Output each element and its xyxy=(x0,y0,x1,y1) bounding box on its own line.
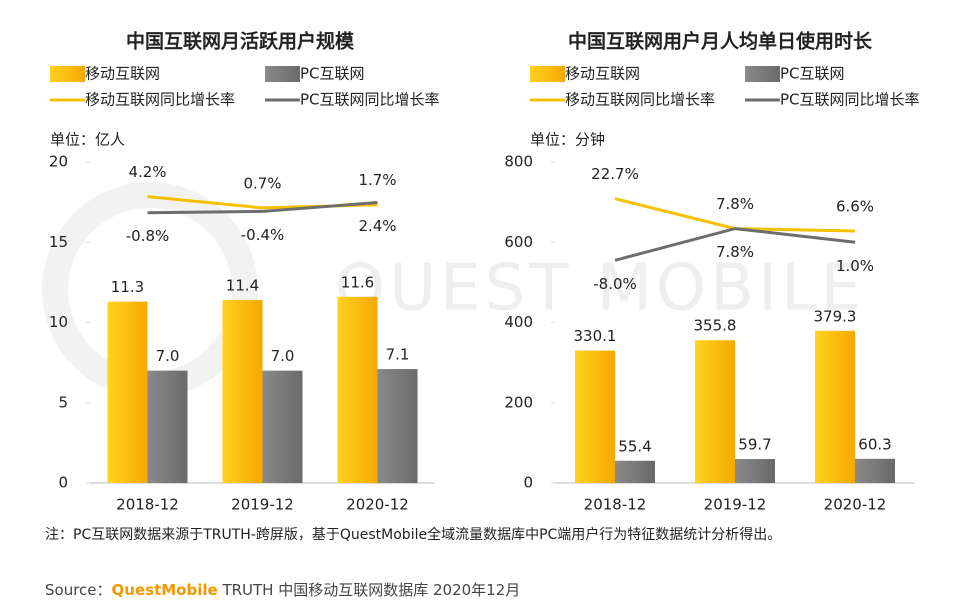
data-label: 330.1 xyxy=(574,327,617,345)
source-brand: QuestMobile xyxy=(112,581,218,599)
legend-label: 移动互联网 xyxy=(85,65,160,83)
bar xyxy=(855,458,895,483)
data-label: -8.0% xyxy=(593,275,637,293)
legend-label: 移动互联网同比增长率 xyxy=(565,91,715,109)
chart-title: 中国互联网月活跃用户规模 xyxy=(126,30,355,53)
legend-label: PC互联网 xyxy=(780,65,845,83)
data-label: 1.7% xyxy=(358,171,396,189)
x-tick-label: 2019-12 xyxy=(704,496,767,514)
legend-swatch xyxy=(265,66,300,82)
bar xyxy=(262,370,303,483)
data-label: 7.0 xyxy=(156,347,180,365)
y-tick-label: 0 xyxy=(523,474,533,492)
data-label: 6.6% xyxy=(836,198,874,216)
data-label: 355.8 xyxy=(694,317,737,335)
data-label: 7.1 xyxy=(386,346,410,364)
bar xyxy=(337,296,378,483)
bar xyxy=(735,459,775,483)
y-tick-label: 800 xyxy=(504,153,533,171)
bar xyxy=(222,300,263,483)
y-tick-label: 5 xyxy=(58,393,68,411)
y-tick-label: 15 xyxy=(49,233,68,251)
data-label: 22.7% xyxy=(591,165,639,183)
data-label: 7.8% xyxy=(716,243,754,261)
x-tick-label: 2019-12 xyxy=(231,496,294,514)
data-label: 55.4 xyxy=(618,437,651,455)
bar xyxy=(695,340,735,483)
bar xyxy=(575,350,615,483)
data-label: 4.2% xyxy=(128,163,166,181)
data-label: 11.4 xyxy=(226,277,259,295)
chart-title: 中国互联网用户月人均单日使用时长 xyxy=(568,30,873,53)
y-tick-label: 0 xyxy=(58,474,68,492)
legend-swatch xyxy=(745,66,780,82)
unit-label: 单位：分钟 xyxy=(530,131,605,149)
legend-label: PC互联网同比增长率 xyxy=(300,91,440,109)
source-text: TRUTH 中国移动互联网数据库 2020年12月 xyxy=(221,581,520,599)
y-tick-label: 20 xyxy=(49,153,68,171)
x-tick-label: 2020-12 xyxy=(346,496,409,514)
x-tick-label: 2020-12 xyxy=(824,496,887,514)
data-label: 59.7 xyxy=(738,436,771,454)
data-label: 379.3 xyxy=(814,307,857,325)
bar xyxy=(107,301,148,483)
watermark: QUEST MOBILE xyxy=(335,252,865,326)
source-label: Source： xyxy=(45,581,112,599)
data-label: -0.8% xyxy=(126,227,170,245)
bar xyxy=(815,330,855,483)
bar xyxy=(377,369,418,483)
line xyxy=(147,200,378,215)
y-tick-label: 400 xyxy=(504,313,533,331)
legend-label: PC互联网同比增长率 xyxy=(780,91,920,109)
legend-label: 移动互联网同比增长率 xyxy=(85,91,235,109)
y-tick-label: 200 xyxy=(504,393,533,411)
y-tick-label: 600 xyxy=(504,233,533,251)
x-tick-label: 2018-12 xyxy=(116,496,179,514)
unit-label: 单位：亿人 xyxy=(50,131,125,149)
legend-swatch xyxy=(50,66,85,82)
data-label: 60.3 xyxy=(858,435,891,453)
data-label: 0.7% xyxy=(243,174,281,192)
line xyxy=(614,227,856,262)
legend-label: PC互联网 xyxy=(300,65,365,83)
data-label: 2.4% xyxy=(358,217,396,235)
data-label: 7.8% xyxy=(716,195,754,213)
data-label: 11.3 xyxy=(111,278,144,296)
bar xyxy=(147,370,188,483)
note: 注：PC互联网数据来源于TRUTH-跨屏版，基于QuestMobile全域流量数… xyxy=(45,526,781,543)
bar xyxy=(615,460,655,483)
x-tick-label: 2018-12 xyxy=(584,496,647,514)
y-tick-label: 10 xyxy=(49,313,68,331)
data-label: 7.0 xyxy=(271,347,295,365)
legend-swatch xyxy=(530,66,565,82)
data-label: -0.4% xyxy=(241,226,285,244)
legend-label: 移动互联网 xyxy=(565,65,640,83)
data-label: 1.0% xyxy=(836,257,874,275)
source: Source：QuestMobile TRUTH 中国移动互联网数据库 2020… xyxy=(45,581,520,599)
data-label: 11.6 xyxy=(341,273,374,291)
